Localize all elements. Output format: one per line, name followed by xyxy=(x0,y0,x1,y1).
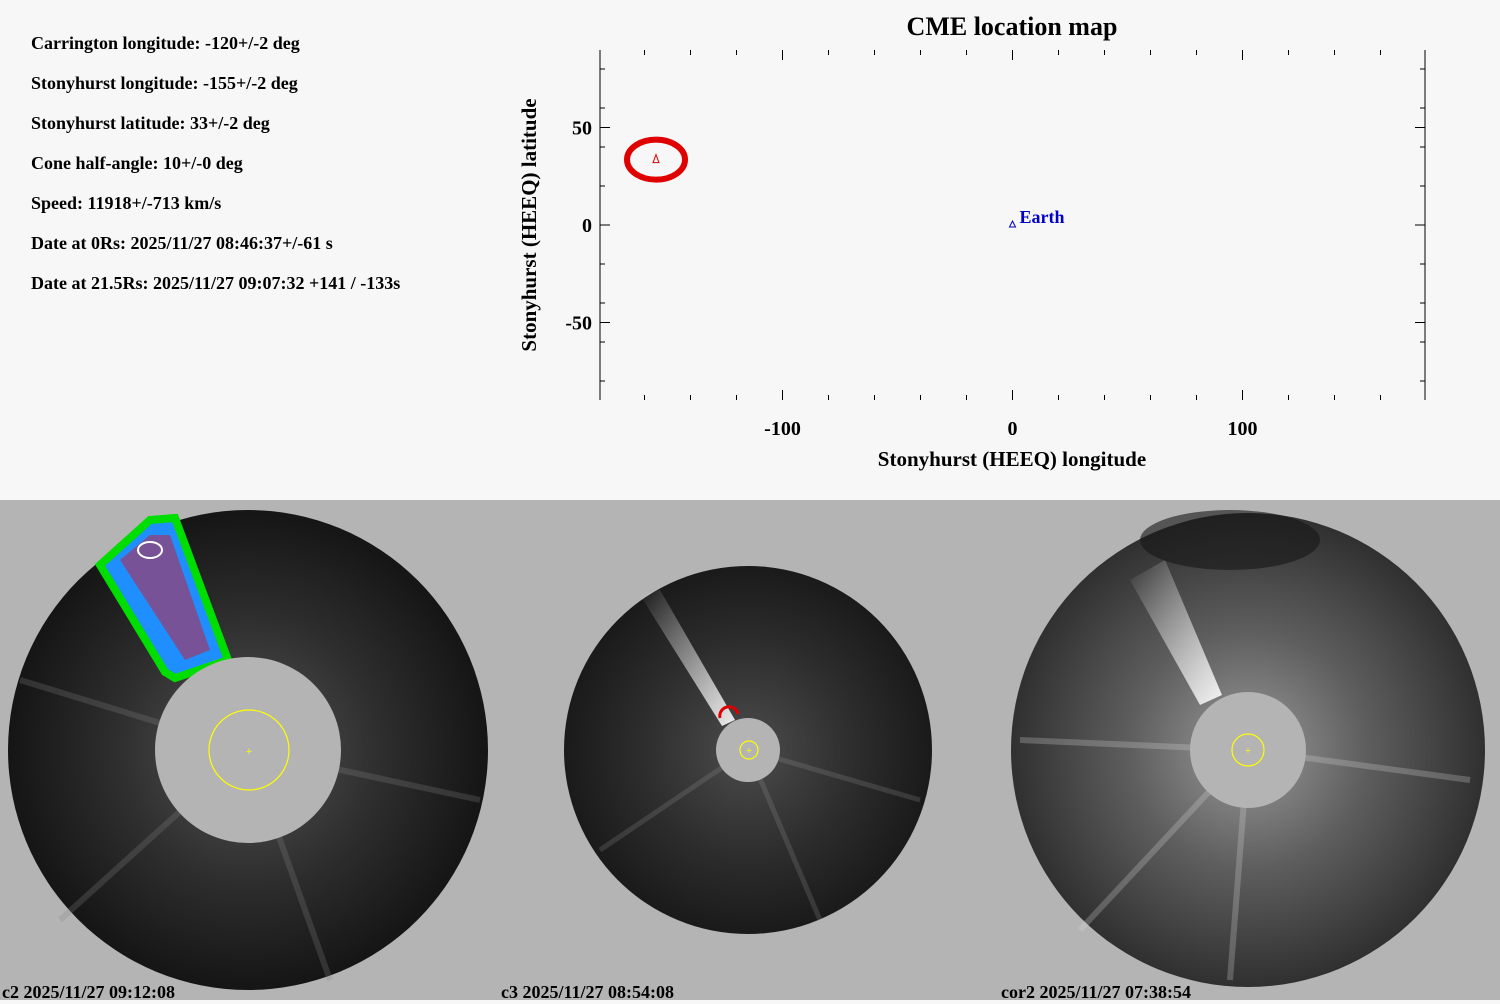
stonyhurst-latitude: Stonyhurst latitude: 33+/-2 deg xyxy=(31,113,270,133)
cor2-cme-streamer xyxy=(1130,560,1222,705)
y-tick-label: -50 xyxy=(565,313,592,335)
speed: Speed: 11918+/-713 km/s xyxy=(31,193,222,213)
c3-cme-streamer xyxy=(640,590,735,726)
date-at-0rs: Date at 0Rs: 2025/11/27 08:46:37+/-61 s xyxy=(31,233,333,253)
c3-image: + xyxy=(564,566,932,934)
y-tick-label: 0 xyxy=(582,215,592,237)
cone-half-angle: Cone half-angle: 10+/-0 deg xyxy=(31,153,243,173)
tick-marks xyxy=(600,50,1425,400)
cme-location-ellipse xyxy=(624,136,688,183)
coronagraph-panels: + + xyxy=(0,500,1500,1000)
earth-marker xyxy=(1008,219,1017,228)
date-at-21-5rs: Date at 21.5Rs: 2025/11/27 09:07:32 +141… xyxy=(31,273,401,293)
cor2-occulter xyxy=(1190,692,1306,808)
cor2-dark-region xyxy=(1140,510,1320,570)
c2-occulter xyxy=(155,657,341,843)
x-tick-label: 0 xyxy=(1008,418,1018,440)
c2-cme-core xyxy=(120,535,210,660)
c3-cme-marker xyxy=(718,705,740,719)
cme-parameters: Carrington longitude: -120+/-2 deg Stony… xyxy=(31,32,400,312)
c3-sun-center: + xyxy=(746,745,752,757)
x-tick-label: -100 xyxy=(764,418,801,440)
stonyhurst-longitude: Stonyhurst longitude: -155+/-2 deg xyxy=(31,73,298,93)
earth-label: Earth xyxy=(1020,207,1065,227)
chart-axes xyxy=(599,50,1426,400)
cor2-sun-center: + xyxy=(1245,745,1251,757)
c3-sun-circle xyxy=(739,740,759,760)
c2-image: + xyxy=(8,510,488,990)
chart-title: CME location map xyxy=(907,12,1118,41)
cor2-image: + xyxy=(1011,510,1485,987)
x-axis-label: Stonyhurst (HEEQ) longitude xyxy=(878,447,1146,471)
carrington-longitude: Carrington longitude: -120+/-2 deg xyxy=(31,33,300,53)
y-axis-label: Stonyhurst (HEEQ) latitude xyxy=(517,98,541,351)
cor2-sun-circle xyxy=(1231,733,1265,767)
c2-cme-contour xyxy=(137,541,163,559)
data-points: Earth xyxy=(624,136,1065,228)
c3-occulter xyxy=(716,718,780,782)
y-tick-label: 50 xyxy=(572,118,592,140)
coronagraph-images: + + xyxy=(8,510,1485,990)
tick-labels: -100 0 100 -50 0 50 xyxy=(565,118,1257,441)
c2-sun-circle xyxy=(208,709,290,791)
cme-location-marker xyxy=(652,153,660,164)
c2-sun-center: + xyxy=(246,744,253,758)
x-tick-label: 100 xyxy=(1228,418,1258,440)
c3-caption: c3 2025/11/27 08:54:08 xyxy=(501,982,674,1002)
cme-location-map: CME location map -100 0 100 -50 0 50 Stonyhur… xyxy=(517,12,1426,471)
c2-caption: c2 2025/11/27 09:12:08 xyxy=(2,982,175,1002)
cor2-caption: cor2 2025/11/27 07:38:54 xyxy=(1001,982,1191,1002)
